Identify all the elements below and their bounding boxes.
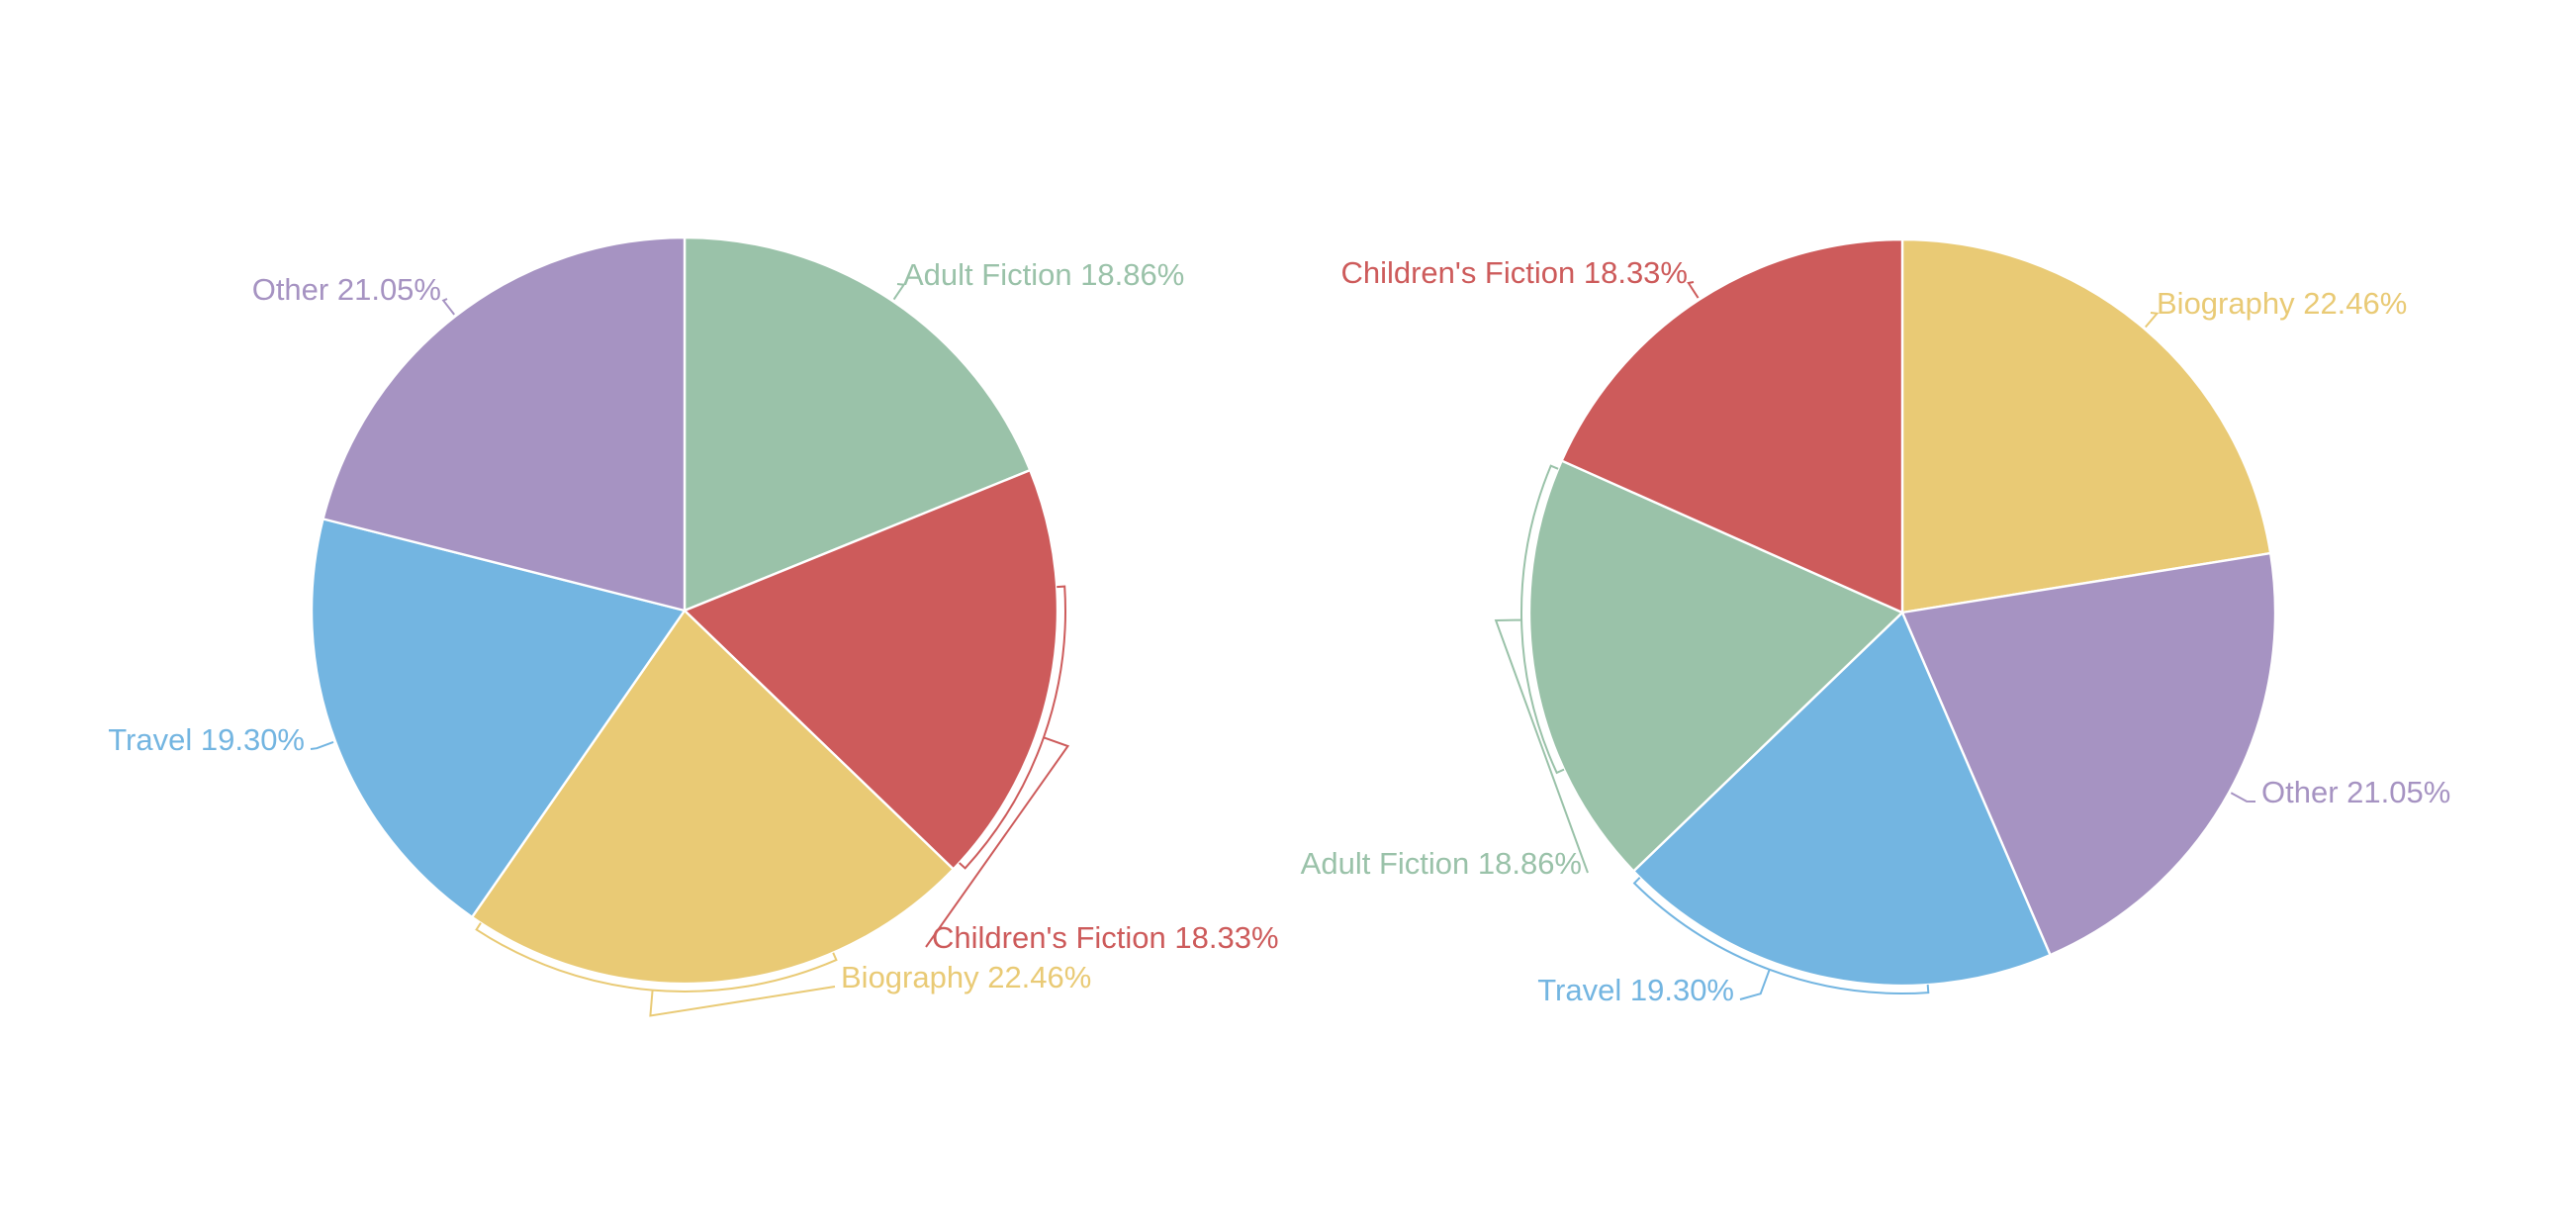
- slice-label-adult-fiction: Adult Fiction 18.86%: [1301, 846, 1582, 881]
- label-leader-travel: [1632, 877, 1930, 1000]
- pie-chart-right: Biography 22.46% Other 21.05% Travel 19.30…: [1301, 237, 2450, 1007]
- label-leader-travel: [310, 740, 334, 750]
- pie-chart-left: Adult Fiction 18.86% Children's Fiction 1…: [108, 236, 1279, 1017]
- pie-slice-children-s-fiction[interactable]: [683, 468, 1059, 871]
- label-leader-children-s-fiction: [925, 585, 1070, 948]
- slice-label-travel: Travel 19.30%: [108, 722, 305, 757]
- slice-label-biography: Biography 22.46%: [2157, 286, 2407, 321]
- label-leader-adult-fiction: [1494, 464, 1589, 874]
- label-leader-other: [2230, 792, 2256, 803]
- slice-label-children-s-fiction: Children's Fiction 18.33%: [1340, 255, 1688, 290]
- slice-label-travel: Travel 19.30%: [1537, 973, 1734, 1007]
- pie-slice-travel[interactable]: [310, 518, 687, 918]
- label-leader-biography: [2145, 312, 2160, 329]
- label-leader-children-s-fiction: [1687, 281, 1700, 299]
- pie-slice-adult-fiction[interactable]: [1527, 459, 1904, 873]
- pie-slice-other[interactable]: [1900, 551, 2277, 957]
- pie-slice-other[interactable]: [322, 236, 687, 613]
- slice-label-other: Other 21.05%: [2261, 775, 2450, 809]
- label-leader-adult-fiction: [892, 283, 906, 301]
- pie-slice-children-s-fiction[interactable]: [1560, 237, 1904, 614]
- pie-slice-adult-fiction[interactable]: [683, 236, 1032, 613]
- slice-label-biography: Biography 22.46%: [841, 960, 1091, 994]
- slice-label-other: Other 21.05%: [252, 272, 441, 307]
- slice-label-adult-fiction: Adult Fiction 18.86%: [903, 257, 1184, 292]
- pie-slice-travel[interactable]: [1632, 611, 2052, 988]
- pie-slice-biography[interactable]: [470, 609, 955, 986]
- pie-slice-biography[interactable]: [1900, 237, 2272, 614]
- label-leader-other: [441, 298, 455, 316]
- slice-label-children-s-fiction: Children's Fiction 18.33%: [932, 920, 1279, 955]
- label-leader-biography: [475, 922, 838, 1017]
